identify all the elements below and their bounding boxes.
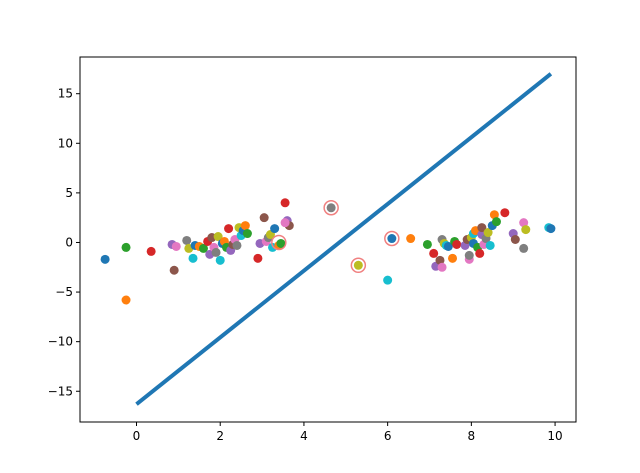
series-line (135, 72, 553, 406)
data-point (546, 224, 556, 234)
y-tick-label: 5 (65, 186, 73, 200)
data-point (211, 247, 221, 257)
y-tick-label: −15 (48, 384, 73, 398)
x-tick-label: 10 (547, 429, 562, 443)
data-point (326, 203, 336, 213)
plot-area (100, 72, 556, 406)
data-point (519, 243, 529, 253)
data-point (259, 213, 269, 223)
data-point (437, 262, 447, 272)
data-point (483, 228, 493, 238)
data-point (198, 243, 208, 253)
data-point (253, 253, 263, 263)
data-point (491, 217, 501, 227)
data-point (489, 210, 499, 220)
data-point (485, 240, 495, 250)
data-point (429, 248, 439, 258)
data-point (280, 218, 290, 228)
data-point (270, 224, 280, 234)
highlight-ring (350, 257, 367, 274)
x-tick-label: 4 (300, 429, 308, 443)
y-tick-label: 10 (58, 136, 73, 150)
x-axis: 0 2 4 6 8 10 (133, 422, 563, 443)
data-point (169, 265, 179, 275)
highlight-ring (384, 230, 400, 247)
data-point (182, 235, 192, 245)
y-axis: −15 −10 −5 0 5 10 15 (48, 87, 80, 398)
y-tick-label: 0 (65, 235, 73, 249)
data-point (477, 223, 487, 233)
data-point (443, 241, 453, 251)
data-point (475, 248, 485, 258)
axes-frame (79, 56, 577, 423)
data-point (100, 254, 110, 264)
data-point (510, 235, 520, 244)
data-point (521, 225, 531, 235)
highlight-ring (323, 200, 339, 216)
data-point (276, 238, 286, 248)
data-point (146, 246, 156, 256)
data-point (242, 229, 252, 239)
data-point (383, 275, 393, 285)
data-point (188, 253, 198, 263)
x-tick-label: 8 (468, 429, 476, 443)
x-tick-label: 2 (216, 429, 224, 443)
data-point (224, 224, 234, 234)
x-tick-label: 0 (133, 429, 141, 443)
data-point (280, 198, 290, 208)
data-point (121, 295, 131, 305)
data-point (422, 239, 432, 249)
data-point (500, 208, 510, 218)
data-point (213, 232, 223, 242)
x-tick-label: 6 (384, 429, 392, 443)
data-point (448, 253, 458, 263)
y-tick-label: −5 (55, 285, 73, 299)
y-tick-label: −10 (48, 335, 73, 349)
data-point (121, 242, 131, 252)
data-point (215, 255, 225, 265)
data-point (406, 234, 416, 244)
data-point (353, 260, 363, 270)
data-point (240, 221, 250, 231)
data-point (435, 255, 445, 265)
y-tick-label: 15 (58, 87, 73, 101)
data-point (519, 218, 529, 228)
data-point (387, 234, 397, 244)
data-point (452, 239, 462, 249)
data-point (232, 240, 242, 250)
highlight-ring (271, 234, 287, 251)
data-point (464, 250, 474, 260)
data-point (171, 241, 181, 251)
